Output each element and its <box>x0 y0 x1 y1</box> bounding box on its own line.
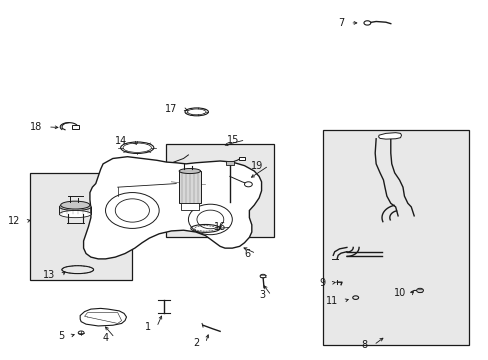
Ellipse shape <box>363 21 370 25</box>
Ellipse shape <box>416 288 423 293</box>
Text: 5: 5 <box>58 331 64 341</box>
Text: 11: 11 <box>325 296 337 306</box>
Text: 14: 14 <box>115 136 127 146</box>
Bar <box>238 157 245 160</box>
Text: 6: 6 <box>244 248 250 258</box>
Text: 13: 13 <box>43 270 55 280</box>
Text: 4: 4 <box>102 333 109 343</box>
Bar <box>166 144 273 237</box>
Text: 7: 7 <box>338 18 344 28</box>
Bar <box>181 203 198 211</box>
Text: 10: 10 <box>393 288 406 298</box>
Ellipse shape <box>60 203 91 211</box>
Text: 17: 17 <box>165 104 177 114</box>
Text: 12: 12 <box>8 216 20 226</box>
Polygon shape <box>83 157 261 259</box>
Bar <box>72 125 79 129</box>
Ellipse shape <box>179 168 200 174</box>
Text: 18: 18 <box>30 122 42 132</box>
Text: 8: 8 <box>361 340 367 350</box>
Bar <box>30 173 132 280</box>
Text: 2: 2 <box>193 338 199 348</box>
Ellipse shape <box>60 211 91 218</box>
Text: 15: 15 <box>227 135 239 145</box>
Ellipse shape <box>244 182 252 187</box>
Bar <box>225 161 233 165</box>
Text: 16: 16 <box>213 222 225 232</box>
Ellipse shape <box>78 331 84 334</box>
Bar <box>322 130 468 345</box>
Text: 3: 3 <box>259 291 265 301</box>
Text: 1: 1 <box>144 322 151 332</box>
Bar <box>179 171 200 203</box>
Ellipse shape <box>260 274 265 278</box>
Text: 19: 19 <box>250 161 263 171</box>
Polygon shape <box>378 133 401 139</box>
Polygon shape <box>80 309 126 326</box>
Text: 9: 9 <box>319 278 325 288</box>
Ellipse shape <box>61 201 90 209</box>
